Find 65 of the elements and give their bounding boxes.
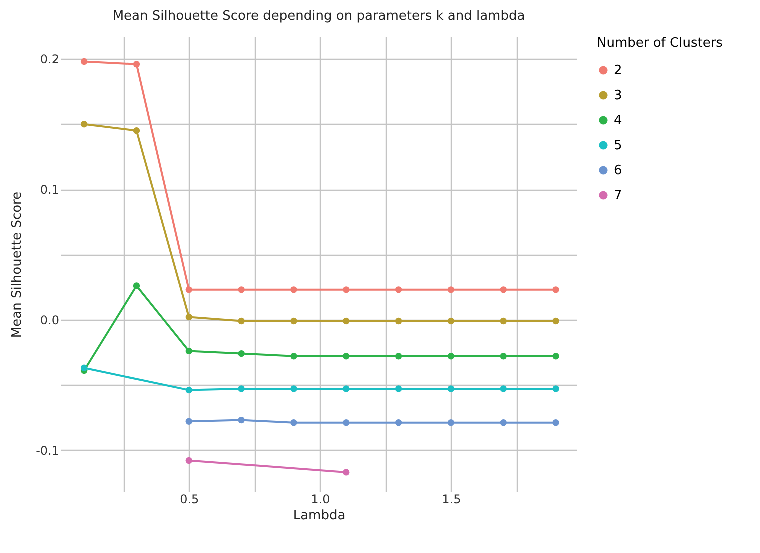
point — [500, 318, 507, 325]
point — [290, 386, 298, 392]
point — [500, 353, 507, 360]
point — [238, 286, 245, 294]
point — [552, 386, 560, 392]
point — [343, 420, 350, 426]
y-tick-label: -0.1 — [36, 444, 60, 458]
point — [395, 386, 402, 392]
point — [290, 420, 298, 426]
point — [133, 128, 140, 134]
point — [290, 318, 298, 325]
legend-label: 6 — [614, 164, 622, 178]
point — [500, 386, 507, 392]
point — [448, 386, 455, 392]
point — [186, 418, 192, 425]
point — [133, 282, 140, 290]
x-axis-title: Lambda — [293, 508, 346, 524]
point — [80, 121, 88, 128]
point — [238, 386, 245, 392]
legend-label: 3 — [614, 88, 622, 104]
x-tick-label: 1.0 — [311, 492, 330, 506]
y-tick-label: 0.0 — [40, 313, 60, 328]
point — [80, 58, 88, 66]
chart-title: Mean Silhouette Score depending on parameters k and lambda — [112, 9, 526, 24]
point — [186, 457, 192, 464]
point — [448, 420, 455, 426]
point — [500, 286, 507, 294]
point — [395, 286, 402, 294]
point — [186, 314, 192, 321]
legend-label: 2 — [614, 64, 622, 78]
point — [343, 386, 350, 392]
point — [238, 350, 245, 358]
point — [395, 353, 402, 360]
point — [343, 469, 350, 476]
point — [186, 386, 192, 394]
point — [343, 353, 350, 360]
point — [290, 353, 298, 360]
legend-label: 7 — [614, 188, 622, 204]
point — [448, 318, 455, 325]
y-axis-title: Mean Silhouette Score — [10, 192, 26, 338]
point — [552, 420, 560, 426]
point — [238, 416, 245, 424]
point — [186, 348, 192, 355]
legend-label: 5 — [614, 138, 622, 154]
point — [186, 286, 192, 294]
y-tick-label: 0.2 — [40, 52, 60, 67]
point — [133, 61, 140, 68]
point — [500, 420, 507, 426]
point — [395, 420, 402, 426]
x-tick-label: 1.5 — [442, 492, 462, 506]
y-tick-label: 0.1 — [40, 183, 60, 198]
point — [343, 286, 350, 294]
legend-label: 4 — [614, 114, 622, 128]
point — [448, 353, 455, 360]
point — [395, 318, 402, 325]
point — [343, 318, 350, 325]
legend-title: Number of Clusters — [597, 36, 724, 51]
point — [552, 318, 560, 325]
point — [238, 318, 245, 325]
point — [552, 286, 560, 294]
point — [80, 364, 88, 372]
point — [290, 286, 298, 294]
x-tick-label: 0.5 — [180, 492, 200, 506]
point — [552, 353, 560, 360]
point — [448, 286, 455, 294]
